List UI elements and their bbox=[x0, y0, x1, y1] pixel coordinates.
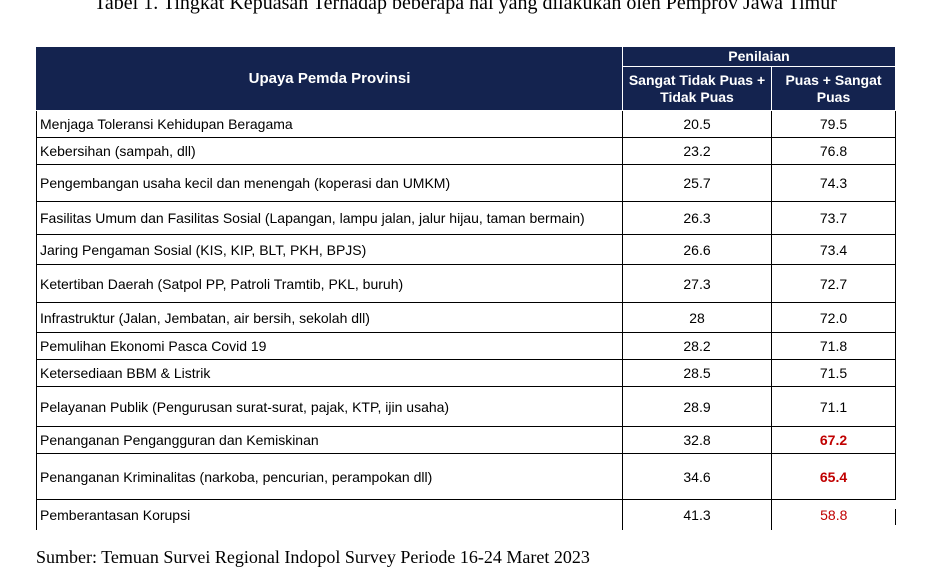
row-satisfied-highlight: 65.4 bbox=[771, 453, 896, 500]
row-dissatisfied: 28.2 bbox=[622, 332, 772, 360]
table-row: Pemberantasan Korupsi 41.3 58.8 bbox=[36, 499, 896, 530]
row-dissatisfied: 28.5 bbox=[622, 359, 772, 387]
row-satisfied: 72.7 bbox=[771, 264, 896, 303]
table-row: Penanganan Kriminalitas (narkoba, pencur… bbox=[36, 453, 896, 500]
table-row: Ketertiban Daerah (Satpol PP, Patroli Tr… bbox=[36, 264, 896, 303]
row-dissatisfied: 27.3 bbox=[622, 264, 772, 303]
row-label: Jaring Pengaman Sosial (KIS, KIP, BLT, P… bbox=[36, 234, 623, 265]
header-puas: Puas + Sangat Puas bbox=[771, 66, 896, 111]
row-label: Menjaga Toleransi Kehidupan Beragama bbox=[36, 110, 623, 138]
row-dissatisfied: 23.2 bbox=[622, 137, 772, 165]
table-row: Penanganan Pengangguran dan Kemiskinan 3… bbox=[36, 426, 896, 454]
row-satisfied: 71.5 bbox=[771, 359, 896, 387]
row-label: Ketertiban Daerah (Satpol PP, Patroli Tr… bbox=[36, 264, 623, 303]
row-satisfied: 71.1 bbox=[771, 386, 896, 427]
header-tidak-puas: Sangat Tidak Puas + Tidak Puas bbox=[622, 66, 772, 111]
row-dissatisfied: 26.6 bbox=[622, 234, 772, 265]
table-row: Ketersediaan BBM & Listrik 28.5 71.5 bbox=[36, 359, 896, 387]
header-penilaian: Penilaian bbox=[622, 46, 896, 67]
row-dissatisfied: 34.6 bbox=[622, 453, 772, 500]
row-satisfied: 72.0 bbox=[771, 302, 896, 333]
row-dissatisfied: 41.3 bbox=[622, 499, 772, 530]
row-label: Penanganan Pengangguran dan Kemiskinan bbox=[36, 426, 623, 454]
row-label: Penanganan Kriminalitas (narkoba, pencur… bbox=[36, 453, 623, 500]
row-dissatisfied: 20.5 bbox=[622, 110, 772, 138]
row-dissatisfied: 28 bbox=[622, 302, 772, 333]
table-row: Fasilitas Umum dan Fasilitas Sosial (Lap… bbox=[36, 201, 896, 235]
table-row: Menjaga Toleransi Kehidupan Beragama 20.… bbox=[36, 110, 896, 138]
row-label: Infrastruktur (Jalan, Jembatan, air bers… bbox=[36, 302, 623, 333]
table-row: Pengembangan usaha kecil dan menengah (k… bbox=[36, 164, 896, 202]
row-label: Ketersediaan BBM & Listrik bbox=[36, 359, 623, 387]
row-label: Pemberantasan Korupsi bbox=[36, 499, 623, 530]
table-row: Kebersihan (sampah, dll) 23.2 76.8 bbox=[36, 137, 896, 165]
row-satisfied: 76.8 bbox=[771, 137, 896, 165]
row-label: Pemulihan Ekonomi Pasca Covid 19 bbox=[36, 332, 623, 360]
source-note: Sumber: Temuan Survei Regional Indopol S… bbox=[36, 547, 590, 567]
row-label: Fasilitas Umum dan Fasilitas Sosial (Lap… bbox=[36, 201, 623, 235]
table-row: Pemulihan Ekonomi Pasca Covid 19 28.2 71… bbox=[36, 332, 896, 360]
table-caption: Tabel 1. Tingkat Kepuasan Terhadap beber… bbox=[94, 0, 837, 14]
row-label: Pengembangan usaha kecil dan menengah (k… bbox=[36, 164, 623, 202]
row-dissatisfied: 26.3 bbox=[622, 201, 772, 235]
row-satisfied: 73.4 bbox=[771, 234, 896, 265]
row-satisfied: 79.5 bbox=[771, 110, 896, 138]
table-row: Infrastruktur (Jalan, Jembatan, air bers… bbox=[36, 302, 896, 333]
table-row: Jaring Pengaman Sosial (KIS, KIP, BLT, P… bbox=[36, 234, 896, 265]
row-satisfied: 74.3 bbox=[771, 164, 896, 202]
row-satisfied-highlight: 67.2 bbox=[771, 426, 896, 454]
row-dissatisfied: 28.9 bbox=[622, 386, 772, 427]
row-satisfied-highlight: 58.8 bbox=[771, 499, 896, 530]
row-satisfied: 73.7 bbox=[771, 201, 896, 235]
row-label: Kebersihan (sampah, dll) bbox=[36, 137, 623, 165]
header-upaya: Upaya Pemda Provinsi bbox=[36, 46, 623, 111]
row-dissatisfied: 32.8 bbox=[622, 426, 772, 454]
table-row: Pelayanan Publik (Pengurusan surat-surat… bbox=[36, 386, 896, 427]
row-satisfied: 71.8 bbox=[771, 332, 896, 360]
row-dissatisfied: 25.7 bbox=[622, 164, 772, 202]
survey-table: Upaya Pemda Provinsi Penilaian Sangat Ti… bbox=[36, 46, 896, 530]
table-edge-line bbox=[895, 509, 896, 525]
row-label: Pelayanan Publik (Pengurusan surat-surat… bbox=[36, 386, 623, 427]
